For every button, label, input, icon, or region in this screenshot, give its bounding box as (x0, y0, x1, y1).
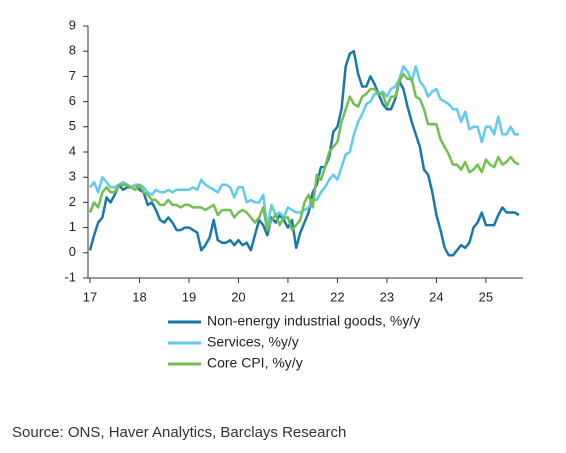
x-tick-label: 20 (231, 289, 245, 304)
y-tick-label: 3 (69, 169, 76, 184)
legend-label: Core CPI, %y/y (207, 355, 303, 371)
y-tick-label: 9 (69, 17, 76, 32)
y-tick-label: 7 (69, 68, 76, 83)
x-tick-label: 22 (330, 289, 344, 304)
x-tick-label: 17 (83, 289, 97, 304)
legend-label: Services, %y/y (207, 334, 299, 350)
x-tick-label: 21 (281, 289, 295, 304)
y-tick-label: 6 (69, 93, 76, 108)
y-tick-label: 8 (69, 43, 76, 58)
y-tick-label: 1 (69, 219, 76, 234)
x-tick-label: 25 (479, 289, 493, 304)
x-tick-label: 23 (380, 289, 394, 304)
x-tick-label: 24 (429, 289, 443, 304)
source-note: Source: ONS, Haver Analytics, Barclays R… (12, 424, 346, 441)
y-tick-label: 2 (69, 194, 76, 209)
y-tick-label: 4 (69, 143, 76, 158)
x-tick-label: 19 (182, 289, 196, 304)
x-tick-label: 18 (132, 289, 146, 304)
legend-label: Non-energy industrial goods, %y/y (207, 313, 420, 329)
series-line (89, 65, 519, 229)
series-line (88, 72, 520, 232)
series-line (88, 49, 520, 257)
y-tick-label: 0 (69, 244, 76, 259)
y-tick-label: 5 (69, 118, 76, 133)
y-tick-label: -1 (64, 269, 76, 284)
